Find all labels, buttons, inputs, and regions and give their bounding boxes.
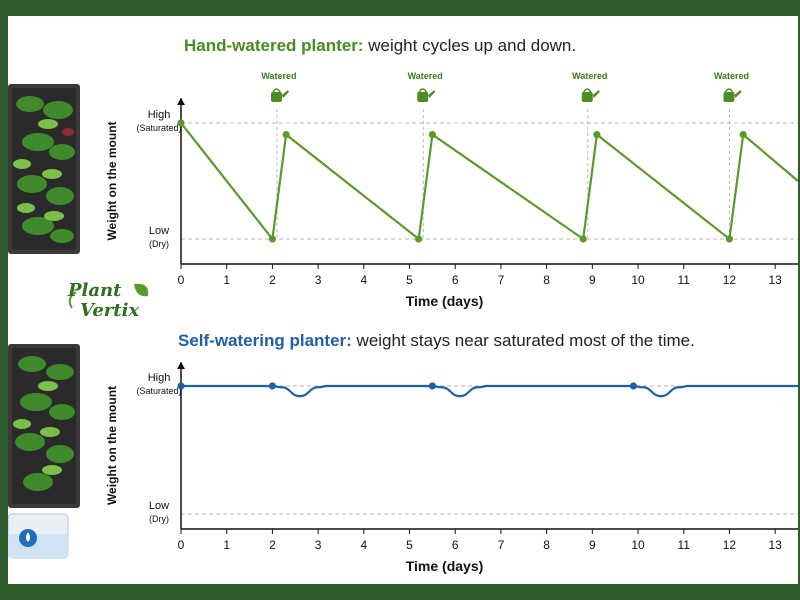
water-reservoir-illustration	[8, 513, 69, 559]
x-tick-label: 1	[223, 538, 230, 552]
y-level-sublabel: (Saturated)	[136, 123, 181, 133]
x-tick-label: 6	[452, 273, 459, 287]
x-tick-label: 9	[589, 538, 596, 552]
green-wall-illustration-bottom	[8, 344, 80, 508]
y-axis-label: Weight on the mount	[105, 386, 119, 505]
watered-label: Watered	[408, 71, 443, 81]
x-tick-label: 4	[360, 538, 367, 552]
x-tick-label: 8	[543, 273, 550, 287]
x-tick-label: 2	[269, 273, 276, 287]
figure-panel: Hand-watered planter: weight cycles up a…	[8, 16, 798, 584]
chart-hand-watered: 0 1 2 3 4 5 6 7 8 9 10 11 12 13High(Saturated)Low(Dry…	[105, 71, 798, 309]
x-tick-label: 0	[178, 538, 185, 552]
green-wall-illustration-top	[8, 84, 80, 254]
data-point	[177, 119, 185, 127]
x-tick-label: 5	[406, 538, 413, 552]
y-level-sublabel: (Saturated)	[136, 386, 181, 396]
data-point	[268, 382, 277, 390]
x-tick-label: 2	[269, 538, 276, 552]
watered-label: Watered	[714, 71, 749, 81]
watered-label: Watered	[261, 71, 296, 81]
watered-label: Watered	[572, 71, 607, 81]
x-tick-label: 10	[631, 273, 645, 287]
data-point	[415, 235, 423, 243]
y-level-label: High	[148, 109, 171, 121]
data-point	[579, 235, 587, 243]
y-axis-arrow	[177, 98, 185, 105]
x-tick-label: 13	[768, 538, 782, 552]
data-point	[428, 131, 436, 139]
y-axis-label: Weight on the mount	[105, 121, 119, 240]
x-tick-label: 3	[315, 273, 322, 287]
y-level-sublabel: (Dry)	[149, 514, 169, 524]
leaf-icon	[68, 283, 149, 309]
logo-word-plant: Plant	[68, 280, 122, 301]
weight-charts: 0 1 2 3 4 5 6 7 8 9 10 11 12 13High(Saturated)Low(Dry…	[105, 71, 798, 574]
y-axis-arrow	[177, 362, 185, 369]
x-tick-label: 9	[589, 273, 596, 287]
plant-vertix-logo: Plant Vertix	[62, 278, 152, 328]
x-tick-label: 7	[498, 273, 505, 287]
x-tick-label: 12	[723, 273, 737, 287]
y-level-label: Low	[149, 225, 169, 237]
x-tick-label: 3	[315, 538, 322, 552]
watering-can-icon	[417, 88, 436, 102]
series-line	[181, 122, 798, 242]
x-tick-label: 12	[723, 538, 737, 552]
bottom-chart-title: Self-watering planter: weight stays near…	[178, 331, 695, 350]
data-point	[268, 235, 277, 243]
data-point	[593, 131, 601, 139]
x-tick-label: 4	[360, 273, 367, 287]
data-point	[428, 382, 436, 390]
x-tick-label: 5	[406, 273, 413, 287]
logo-word-vertix: Vertix	[80, 300, 140, 321]
watering-can-icon	[723, 88, 742, 102]
series-line	[181, 384, 798, 398]
x-tick-label: 10	[631, 538, 645, 552]
x-tick-label: 13	[768, 273, 782, 287]
x-tick-label: 6	[452, 538, 459, 552]
y-level-sublabel: (Dry)	[149, 239, 169, 249]
data-point	[739, 131, 747, 139]
x-tick-label: 0	[178, 273, 185, 287]
data-point	[282, 131, 290, 139]
x-tick-label: 7	[498, 538, 505, 552]
x-axis-label: Time (days)	[406, 558, 484, 574]
watering-can-icon	[581, 88, 600, 102]
x-tick-label: 8	[543, 538, 550, 552]
data-point	[629, 382, 638, 390]
top-chart-title: Hand-watered planter: weight cycles up a…	[184, 36, 577, 55]
chart-self-watering: 0 1 2 3 4 5 6 7 8 9 10 11 12 13High(Saturated)Low(Dry…	[105, 362, 798, 574]
data-point	[725, 235, 734, 243]
x-tick-label: 11	[678, 273, 691, 287]
data-point	[177, 382, 185, 390]
y-level-label: Low	[149, 500, 169, 512]
y-level-label: High	[148, 372, 171, 384]
x-tick-label: 11	[678, 538, 691, 552]
watering-can-icon	[270, 88, 289, 102]
x-axis-label: Time (days)	[406, 293, 484, 309]
x-tick-label: 1	[223, 273, 230, 287]
